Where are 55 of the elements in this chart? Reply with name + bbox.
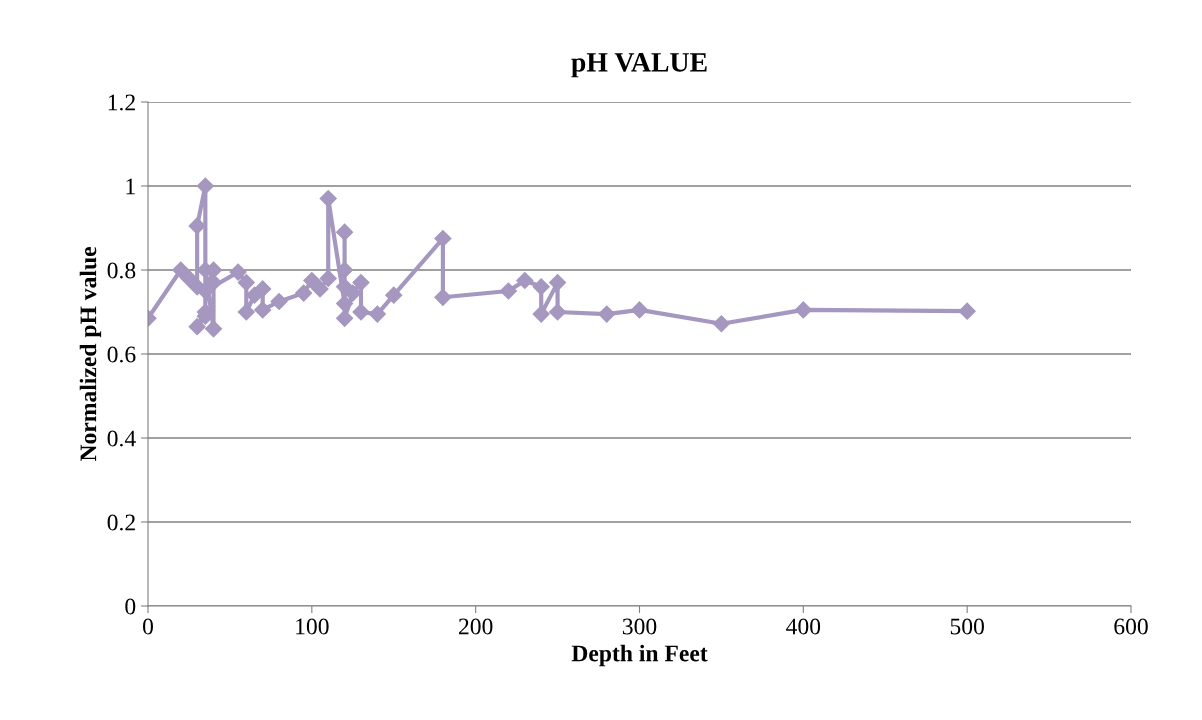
point (188, 318, 206, 336)
point (188, 217, 206, 235)
x-axis-title: Depth in Feet (571, 644, 708, 667)
point (352, 303, 370, 321)
point (336, 309, 354, 327)
point (549, 303, 567, 321)
point (336, 223, 354, 241)
point (532, 305, 550, 323)
point (630, 301, 649, 319)
chart-title: pH VALUE (571, 53, 707, 78)
point (434, 229, 452, 248)
point (311, 280, 329, 298)
point (319, 190, 337, 208)
y-tick-label: 0.6 (107, 346, 136, 363)
point (319, 269, 337, 287)
point (368, 305, 386, 323)
point (180, 269, 198, 287)
y-axis-title: Normalized pH value (79, 247, 102, 462)
point (352, 274, 370, 292)
y-tick-label: 0.8 (107, 262, 136, 279)
point (499, 282, 517, 300)
point (204, 320, 223, 338)
y-tick-label: 1 (126, 178, 135, 195)
point (270, 292, 288, 311)
point (229, 263, 247, 281)
point (196, 177, 214, 195)
point (295, 284, 313, 302)
point (532, 278, 550, 296)
point (336, 261, 354, 279)
point (516, 271, 534, 290)
point (237, 303, 255, 321)
point (336, 295, 354, 313)
x-tick-label: 500 (950, 618, 984, 635)
point (254, 301, 272, 319)
point (549, 274, 567, 292)
point (303, 271, 321, 290)
point (237, 274, 255, 292)
x-tick-label: 400 (786, 618, 821, 635)
y-tick-label: 1.2 (108, 94, 135, 111)
y-tick-label: 0.2 (107, 514, 135, 531)
point (958, 302, 976, 320)
point (794, 301, 812, 319)
x-tick-label: 300 (622, 618, 657, 635)
point (385, 286, 403, 304)
x-tick-label: 100 (296, 618, 329, 635)
point (434, 288, 452, 306)
point (598, 305, 616, 323)
point (712, 315, 730, 333)
x-tick-label: 0 (143, 618, 153, 635)
x-tick-label: 200 (459, 618, 493, 635)
point (254, 280, 272, 298)
y-tick-label: 0 (125, 598, 136, 615)
point (172, 261, 190, 279)
x-tick-label: 600 (1114, 618, 1148, 635)
y-tick-label: 0.4 (107, 430, 136, 447)
